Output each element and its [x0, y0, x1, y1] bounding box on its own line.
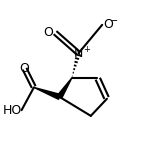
- Text: O: O: [43, 26, 53, 39]
- Text: N: N: [74, 47, 83, 60]
- Text: +: +: [83, 45, 90, 54]
- Text: −: −: [110, 16, 118, 26]
- Polygon shape: [34, 87, 60, 99]
- Polygon shape: [57, 78, 72, 98]
- Text: HO: HO: [2, 104, 22, 117]
- Text: O: O: [19, 62, 29, 75]
- Text: O: O: [103, 18, 113, 31]
